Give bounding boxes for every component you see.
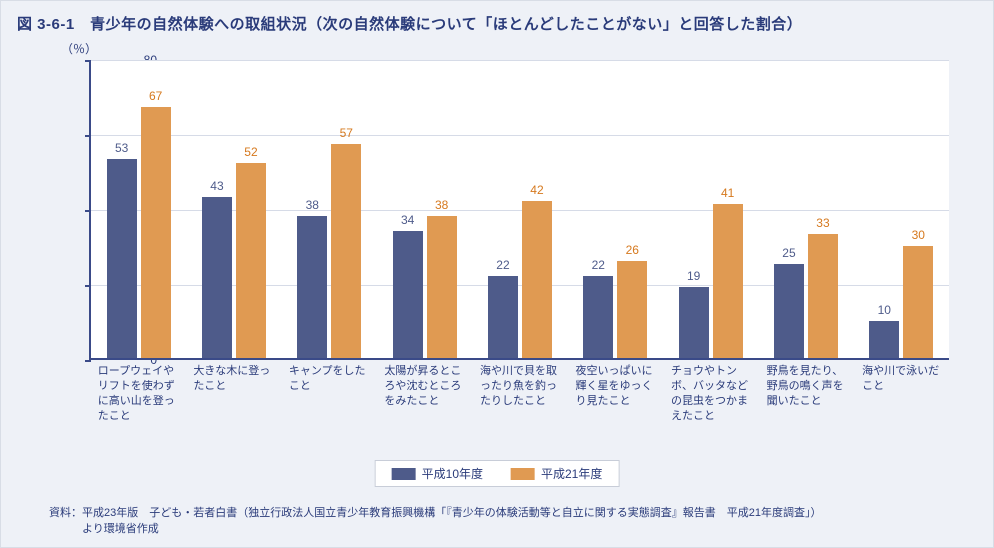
legend-item-a: 平成10年度	[392, 465, 483, 482]
category-labels: ロープウェイやリフトを使わずに高い山を登ったこと大きな木に登ったことキャンプをし…	[89, 364, 949, 423]
bar-value-label: 25	[774, 246, 804, 260]
bar-series-a: 22	[488, 276, 518, 359]
bar-value-label: 57	[331, 126, 361, 140]
bar-value-label: 34	[393, 213, 423, 227]
bar-group: 3857	[293, 144, 365, 358]
bar-series-b: 57	[331, 144, 361, 358]
bar-series-b: 67	[141, 107, 171, 358]
bar-value-label: 22	[583, 258, 613, 272]
bar-series-b: 52	[236, 163, 266, 358]
bar-group: 3438	[389, 216, 461, 359]
chart-title: 図 3-6-1 青少年の自然体験への取組状況（次の自然体験について「ほとんどした…	[1, 1, 993, 38]
bar-series-a: 38	[297, 216, 327, 359]
bar-value-label: 10	[869, 303, 899, 317]
bar-series-a: 22	[583, 276, 613, 359]
bar-group: 2226	[579, 261, 651, 359]
source-note: 資料：平成23年版 子ども・若者白書（独立行政法人国立青少年教育振興機構「『青少…	[49, 506, 969, 537]
bars-container: 536743523857343822422226194125331030	[91, 60, 949, 358]
bar-series-b: 41	[713, 204, 743, 358]
category-label: ロープウェイやリフトを使わずに高い山を登ったこと	[95, 364, 179, 423]
plot-area: 536743523857343822422226194125331030	[89, 60, 949, 360]
plot-wrapper: （％） 020406080 53674352385734382242222619…	[33, 46, 963, 446]
legend: 平成10年度 平成21年度	[375, 460, 620, 487]
bar-value-label: 22	[488, 258, 518, 272]
bar-series-b: 30	[903, 246, 933, 359]
bar-group: 5367	[103, 107, 175, 358]
bar-series-a: 25	[774, 264, 804, 358]
bar-series-a: 10	[869, 321, 899, 359]
bar-value-label: 26	[617, 243, 647, 257]
category-label: 大きな木に登ったこと	[190, 364, 274, 423]
legend-swatch-a	[392, 468, 416, 480]
bar-value-label: 38	[297, 198, 327, 212]
bar-value-label: 43	[202, 179, 232, 193]
category-label: チョウやトンボ、バッタなどの昆虫をつかまえたこと	[668, 364, 752, 423]
category-label: 海や川で泳いだこと	[859, 364, 943, 423]
bar-value-label: 52	[236, 145, 266, 159]
bar-series-a: 43	[202, 197, 232, 358]
category-label: 野鳥を見たり、野鳥の鳴く声を聞いたこと	[764, 364, 848, 423]
bar-series-a: 53	[107, 159, 137, 358]
bar-series-a: 34	[393, 231, 423, 359]
bar-value-label: 19	[679, 269, 709, 283]
bar-group: 2242	[484, 201, 556, 359]
category-label: 海や川で貝を取ったり魚を釣ったりしたこと	[477, 364, 561, 423]
legend-item-b: 平成21年度	[511, 465, 602, 482]
bar-group: 1941	[675, 204, 747, 358]
category-label: 太陽が昇るところや沈むところをみたこと	[381, 364, 465, 423]
y-axis-unit: （％）	[61, 40, 97, 57]
bar-value-label: 53	[107, 141, 137, 155]
bar-value-label: 42	[522, 183, 552, 197]
legend-label-b: 平成21年度	[541, 465, 602, 482]
bar-group: 2533	[770, 234, 842, 358]
source-line2: より環境省作成	[49, 523, 159, 535]
category-label: 夜空いっぱいに輝く星をゆっくり見たこと	[573, 364, 657, 423]
source-line1: 資料：平成23年版 子ども・若者白書（独立行政法人国立青少年教育振興機構「『青少…	[49, 507, 821, 519]
bar-group: 1030	[865, 246, 937, 359]
bar-series-b: 33	[808, 234, 838, 358]
bar-group: 4352	[198, 163, 270, 358]
legend-label-a: 平成10年度	[422, 465, 483, 482]
category-label: キャンプをしたこと	[286, 364, 370, 423]
figure-container: 図 3-6-1 青少年の自然体験への取組状況（次の自然体験について「ほとんどした…	[0, 0, 994, 548]
y-tick-mark	[85, 360, 91, 362]
bar-value-label: 30	[903, 228, 933, 242]
bar-series-b: 26	[617, 261, 647, 359]
legend-swatch-b	[511, 468, 535, 480]
bar-series-b: 38	[427, 216, 457, 359]
bar-value-label: 38	[427, 198, 457, 212]
bar-series-b: 42	[522, 201, 552, 359]
bar-value-label: 67	[141, 89, 171, 103]
bar-value-label: 41	[713, 186, 743, 200]
bar-value-label: 33	[808, 216, 838, 230]
bar-series-a: 19	[679, 287, 709, 358]
